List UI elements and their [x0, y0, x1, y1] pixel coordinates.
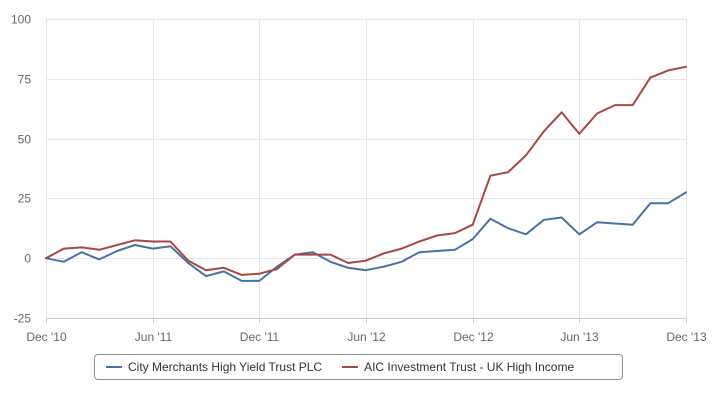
- y-tick-label: -25: [14, 312, 32, 326]
- x-tick-label: Jun '13: [560, 330, 599, 344]
- series-line-2[interactable]: [45, 65, 687, 276]
- x-tick-label: Dec '11: [240, 330, 280, 344]
- x-tick-label: Dec '10: [26, 330, 67, 344]
- x-tick-label: Dec '13: [666, 330, 707, 344]
- y-tick-label: 0: [24, 252, 31, 266]
- legend-swatch-series-2: [342, 366, 359, 368]
- x-axis-tick-labels: Dec '10 Jun '11 Dec '11 Jun '12 Dec '12 Jun '…: [26, 330, 707, 344]
- x-tick-label: Jun '11: [135, 330, 173, 344]
- gridlines: [46, 19, 687, 318]
- x-axis: [46, 318, 687, 323]
- legend-item-series-1[interactable]: City Merchants High Yield Trust PLC: [106, 360, 322, 374]
- legend-label-series-1: City Merchants High Yield Trust PLC: [128, 360, 323, 374]
- legend-label-series-2: AIC Investment Trust - UK High Income: [364, 360, 575, 374]
- y-tick-label: 75: [18, 73, 32, 87]
- series-line-1[interactable]: [45, 191, 687, 282]
- y-tick-label: 100: [11, 13, 31, 27]
- x-tick-label: Jun '12: [347, 330, 386, 344]
- y-tick-label: 25: [18, 192, 32, 206]
- y-axis-tick-labels: 100 75 50 25 0 -25: [11, 13, 31, 326]
- y-tick-label: 50: [18, 133, 32, 147]
- x-tick-label: Dec '12: [453, 330, 494, 344]
- legend-item-series-2[interactable]: AIC Investment Trust - UK High Income: [342, 360, 574, 374]
- legend-swatch-series-1: [106, 366, 122, 368]
- series-lines: [45, 65, 687, 282]
- legend: City Merchants High Yield Trust PLC AIC …: [94, 354, 623, 380]
